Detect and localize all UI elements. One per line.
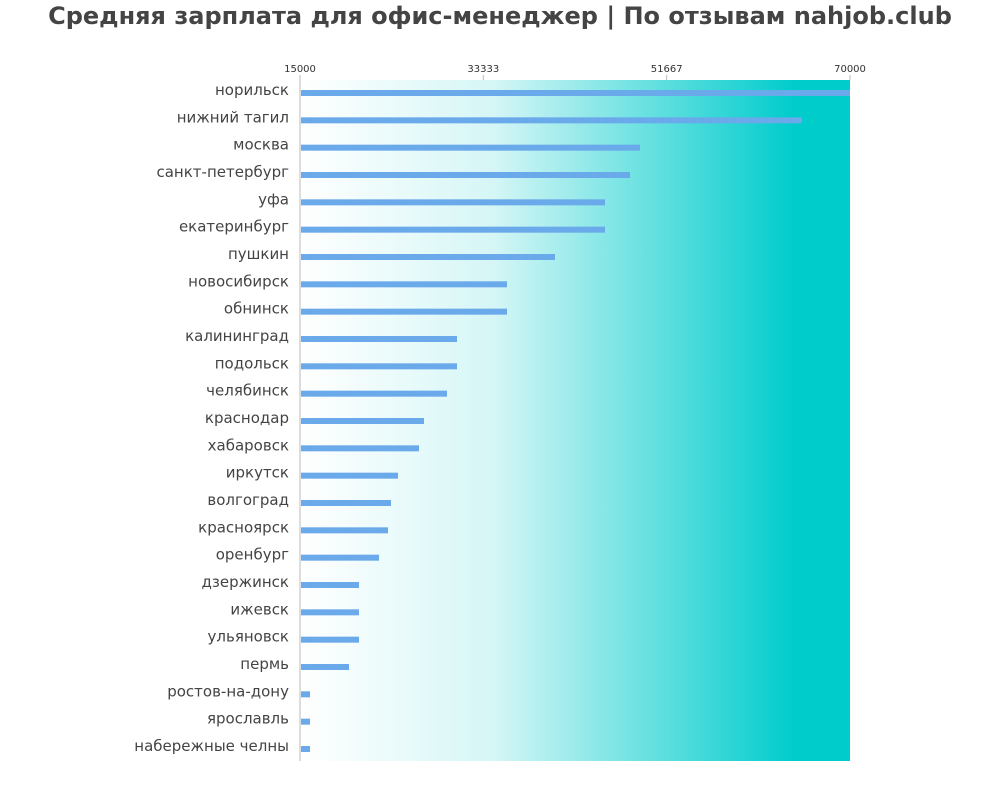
bar xyxy=(301,172,630,178)
category-label: волгоград xyxy=(207,491,289,509)
category-label: санкт-петербург xyxy=(156,163,289,181)
bar xyxy=(301,500,391,506)
category-label: хабаровск xyxy=(208,436,289,454)
category-label: ярославль xyxy=(207,710,289,728)
bar xyxy=(301,718,310,725)
bar xyxy=(301,472,398,479)
bar xyxy=(301,254,555,260)
bar xyxy=(301,336,457,342)
x-axis: 15000 33333 51667 70000 xyxy=(284,64,866,80)
bar xyxy=(301,144,640,151)
category-label: оренбург xyxy=(216,546,289,564)
category-label: ростов-на-дону xyxy=(167,682,289,700)
bar xyxy=(301,527,388,534)
category-label: набережные челны xyxy=(134,737,289,755)
category-label: норильск xyxy=(215,81,289,99)
x-tick-label: 70000 xyxy=(834,64,866,75)
category-label: пушкин xyxy=(228,245,289,263)
bars xyxy=(301,90,850,752)
bar xyxy=(301,445,419,452)
category-label: подольск xyxy=(215,354,289,372)
category-label: обнинск xyxy=(224,300,289,318)
bar xyxy=(301,308,507,315)
category-label: пермь xyxy=(240,655,289,673)
chart-title: Средняя зарплата для офис-менеджер | По … xyxy=(48,2,952,30)
bar xyxy=(301,664,349,670)
bar xyxy=(301,117,802,124)
category-label: ижевск xyxy=(230,600,289,618)
category-label: иркутск xyxy=(226,464,289,482)
category-label: екатеринбург xyxy=(179,218,289,236)
bar xyxy=(301,226,605,233)
category-label: новосибирск xyxy=(188,272,289,290)
bar xyxy=(301,582,359,588)
category-label: калининград xyxy=(185,327,289,345)
bar xyxy=(301,554,379,561)
category-label: краснодар xyxy=(205,409,289,427)
category-labels: норильск нижний тагил москва санкт-петербур… xyxy=(134,81,289,755)
category-label: ульяновск xyxy=(208,628,289,646)
bar xyxy=(301,691,310,698)
bar xyxy=(301,746,310,752)
category-label: челябинск xyxy=(206,382,289,400)
bar xyxy=(301,363,457,370)
x-tick-label: 33333 xyxy=(467,64,499,75)
x-tick-label: 15000 xyxy=(284,64,316,75)
category-label: красноярск xyxy=(198,518,289,536)
category-label: москва xyxy=(233,136,289,154)
category-label: нижний тагил xyxy=(177,108,289,126)
bar xyxy=(301,418,424,424)
bar xyxy=(301,636,359,643)
bar xyxy=(301,90,850,96)
x-tick-label: 51667 xyxy=(651,64,683,75)
category-label: дзержинск xyxy=(202,573,289,591)
bar xyxy=(301,199,605,206)
bar xyxy=(301,281,507,288)
bar xyxy=(301,390,447,397)
bar xyxy=(301,609,359,616)
category-label: уфа xyxy=(258,190,289,208)
